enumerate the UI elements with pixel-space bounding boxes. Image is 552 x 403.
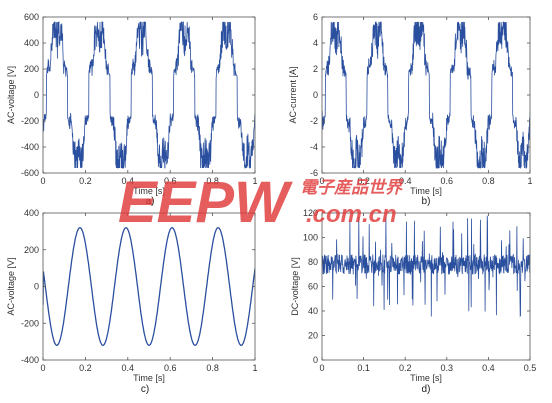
y-axis-label: AC-current [A] xyxy=(288,66,298,123)
panel-label: a) xyxy=(146,196,155,207)
panel-label: b) xyxy=(422,196,431,207)
y-tick-label: -400 xyxy=(21,142,39,152)
watermark: EEPW 電子産品世界 .com.cn xyxy=(118,170,404,235)
watermark-cn-text: 電子産品世界 xyxy=(300,178,404,197)
y-tick-label: -6 xyxy=(310,168,318,178)
x-tick-label: 0.4 xyxy=(399,176,412,186)
x-tick-label: 1 xyxy=(252,176,257,186)
y-tick-label: 600 xyxy=(24,12,39,22)
x-tick-label: 1 xyxy=(252,363,257,373)
x-axis-label: Time [s] xyxy=(410,373,442,383)
x-tick-label: 0 xyxy=(319,176,324,186)
y-tick-label: 400 xyxy=(24,208,39,218)
y-tick-label: 0 xyxy=(34,282,39,292)
y-tick-label: 100 xyxy=(303,233,318,243)
y-axis-label: AC-voltage [V] xyxy=(6,66,16,124)
series-line-c xyxy=(43,227,255,346)
watermark-logo: EEPW xyxy=(118,170,293,235)
y-tick-label: 40 xyxy=(308,306,318,316)
y-tick-label: -600 xyxy=(21,168,39,178)
y-tick-label: 2 xyxy=(313,64,318,74)
x-tick-label: 0.4 xyxy=(122,176,135,186)
y-tick-label: 200 xyxy=(24,64,39,74)
y-axis-label: AC-voltage [V] xyxy=(6,257,16,315)
x-tick-label: 0 xyxy=(40,363,45,373)
y-tick-label: 80 xyxy=(308,257,318,267)
x-tick-label: 0.4 xyxy=(482,363,495,373)
x-tick-label: 0 xyxy=(319,363,324,373)
chart-panel-a: 0 0.2 0.4 0.6 0.8 1 -600 -400 -200 0 200 400 600 Time… xyxy=(6,12,258,207)
x-tick-label: 0.8 xyxy=(206,176,219,186)
y-tick-label: 4 xyxy=(313,38,318,48)
x-tick-label: 0.6 xyxy=(441,176,454,186)
y-tick-label: 0 xyxy=(34,90,39,100)
series-line-a xyxy=(43,21,255,169)
y-tick-label: 6 xyxy=(313,12,318,22)
x-tick-label: 0.1 xyxy=(357,363,370,373)
axes-frame-d xyxy=(321,212,531,361)
x-tick-label: 0.8 xyxy=(482,176,495,186)
x-tick-label: 0.6 xyxy=(164,176,177,186)
y-tick-label: 20 xyxy=(308,331,318,341)
y-tick-label: -4 xyxy=(310,142,318,152)
y-tick-label: 400 xyxy=(24,38,39,48)
x-axis-label: Time [s] xyxy=(133,373,165,383)
y-tick-label: 0 xyxy=(313,90,318,100)
y-axis-label: DC-voltage [V] xyxy=(290,257,300,316)
y-tick-label: 60 xyxy=(308,282,318,292)
panel-label: c) xyxy=(141,384,149,395)
x-tick-label: 0.3 xyxy=(441,363,454,373)
x-tick-label: 0 xyxy=(40,176,45,186)
x-tick-label: 0.2 xyxy=(79,363,92,373)
chart-panel-d: 0 0.1 0.2 0.3 0.4 0.5 0 20 40 60 80 100 120 Time [s] D… xyxy=(290,208,536,395)
axes-frame-c xyxy=(42,212,256,361)
x-tick-label: 0.6 xyxy=(164,363,177,373)
y-tick-label: -200 xyxy=(21,318,39,328)
x-tick-label: 1 xyxy=(527,176,532,186)
chart-panel-b: 0 0.2 0.4 0.6 0.8 1 -6 -4 -2 0 2 4 6 Time [s] AC-curre… xyxy=(288,12,533,207)
watermark-url: .com.cn xyxy=(306,201,397,228)
y-tick-label: 120 xyxy=(303,208,318,218)
x-axis-label: Time [s] xyxy=(410,186,442,196)
x-tick-label: 0.4 xyxy=(122,363,135,373)
y-tick-label: -200 xyxy=(21,116,39,126)
series-line-d xyxy=(322,215,530,318)
panel-label: d) xyxy=(422,384,431,395)
x-tick-label: 0.5 xyxy=(524,363,537,373)
y-tick-label: -400 xyxy=(21,355,39,365)
series-line-b xyxy=(322,21,530,169)
y-tick-label: -2 xyxy=(310,116,318,126)
chart-panel-c: 0 0.2 0.4 0.6 0.8 1 -400 -200 0 200 400 Time [s] AC-… xyxy=(6,208,258,395)
x-tick-label: 0.2 xyxy=(79,176,92,186)
x-tick-label: 0.2 xyxy=(399,363,412,373)
y-tick-label: 0 xyxy=(313,355,318,365)
x-tick-label: 0.2 xyxy=(357,176,370,186)
x-tick-label: 0.8 xyxy=(206,363,219,373)
y-tick-label: 200 xyxy=(24,245,39,255)
panels: 0 0.2 0.4 0.6 0.8 1-600-400-2000200400600Time… xyxy=(6,12,536,395)
x-axis-label: Time [s] xyxy=(133,186,165,196)
